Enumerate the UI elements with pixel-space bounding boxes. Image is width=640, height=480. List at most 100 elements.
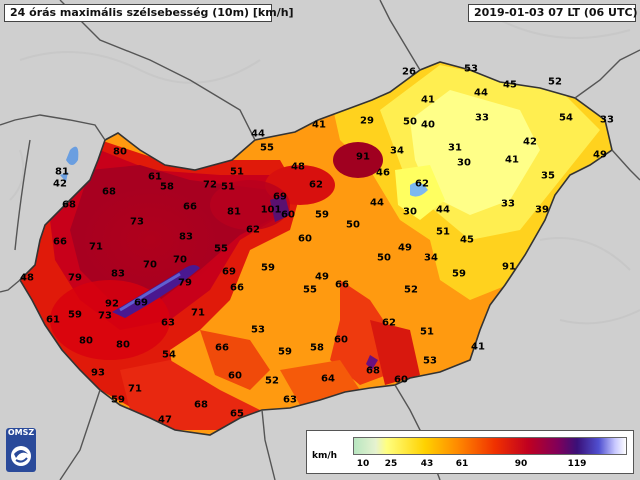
station-value: 40 (421, 119, 435, 131)
map-title: 24 órás maximális szélsebesség (10m) [km… (4, 4, 294, 22)
station-value: 26 (402, 66, 416, 78)
station-value: 66 (230, 282, 244, 294)
station-value: 51 (221, 181, 235, 193)
station-value: 66 (215, 342, 229, 354)
station-value: 80 (116, 339, 130, 351)
station-value: 55 (260, 142, 274, 154)
station-value: 73 (98, 310, 112, 322)
station-value: 49 (315, 271, 329, 283)
station-value: 81 (227, 206, 241, 218)
station-value: 49 (398, 242, 412, 254)
station-value: 34 (390, 145, 404, 157)
station-value: 72 (203, 179, 217, 191)
legend-tick: 61 (455, 459, 469, 469)
station-value: 101 (260, 204, 282, 216)
station-value: 51 (436, 226, 450, 238)
station-value: 62 (382, 317, 396, 329)
station-value: 79 (178, 277, 192, 289)
station-value: 44 (251, 128, 265, 140)
station-value: 59 (452, 268, 466, 280)
station-value: 60 (281, 209, 295, 221)
station-value: 52 (404, 284, 418, 296)
station-value: 52 (265, 375, 279, 387)
station-value: 71 (128, 383, 142, 395)
station-value: 31 (448, 142, 462, 154)
station-value: 80 (79, 335, 93, 347)
station-value: 44 (370, 197, 384, 209)
station-value: 63 (283, 394, 297, 406)
station-value: 58 (310, 342, 324, 354)
legend-unit: km/h (312, 451, 338, 461)
station-value: 52 (548, 76, 562, 88)
station-value: 65 (230, 408, 244, 420)
station-value: 62 (309, 179, 323, 191)
legend-tick: 90 (514, 459, 528, 469)
color-legend: km/h 10 25 43 61 90 119 (306, 430, 634, 474)
station-value: 91 (356, 151, 370, 163)
station-value: 91 (502, 261, 516, 273)
station-value: 59 (68, 309, 82, 321)
legend-tick: 119 (567, 459, 587, 469)
station-value: 59 (278, 346, 292, 358)
station-value: 53 (423, 355, 437, 367)
station-value: 50 (377, 252, 391, 264)
station-value: 79 (68, 272, 82, 284)
station-value: 59 (261, 262, 275, 274)
station-value: 92 (105, 298, 119, 310)
station-value: 41 (312, 119, 326, 131)
station-value: 62 (415, 178, 429, 190)
station-value: 60 (334, 334, 348, 346)
station-value: 66 (53, 236, 67, 248)
omsz-logo-icon (6, 428, 36, 472)
station-value: 54 (162, 349, 176, 361)
station-value: 46 (376, 167, 390, 179)
station-value: 70 (143, 259, 157, 271)
station-value: 42 (53, 178, 67, 190)
station-value: 49 (593, 149, 607, 161)
omsz-logo: OMSZ (6, 428, 36, 472)
station-value: 30 (457, 157, 471, 169)
station-value: 30 (403, 206, 417, 218)
station-value: 63 (161, 317, 175, 329)
station-value: 50 (346, 219, 360, 231)
map-datetime: 2019-01-03 07 LT (06 UTC) (468, 4, 638, 22)
station-value: 68 (62, 199, 76, 211)
station-value: 60 (298, 233, 312, 245)
legend-tick: 25 (384, 459, 398, 469)
station-value: 83 (179, 231, 193, 243)
station-value: 48 (20, 272, 34, 284)
station-value: 59 (111, 394, 125, 406)
station-value: 53 (251, 324, 265, 336)
station-value: 34 (424, 252, 438, 264)
station-value: 66 (335, 279, 349, 291)
station-value: 69 (222, 266, 236, 278)
station-value: 71 (89, 241, 103, 253)
station-value: 62 (246, 224, 260, 236)
station-value: 69 (134, 297, 148, 309)
station-value: 54 (559, 112, 573, 124)
station-value: 33 (475, 112, 489, 124)
station-value: 39 (535, 204, 549, 216)
station-value: 60 (228, 370, 242, 382)
station-value: 68 (366, 365, 380, 377)
station-value: 41 (505, 154, 519, 166)
station-value: 44 (474, 87, 488, 99)
station-value: 73 (130, 216, 144, 228)
station-value: 48 (291, 161, 305, 173)
station-value: 66 (183, 201, 197, 213)
station-value: 35 (541, 170, 555, 182)
station-value: 42 (523, 136, 537, 148)
station-value: 29 (360, 115, 374, 127)
station-value: 41 (471, 341, 485, 353)
station-value: 80 (113, 146, 127, 158)
station-value: 71 (191, 307, 205, 319)
omsz-logo-text: OMSZ (7, 428, 35, 437)
station-value: 51 (230, 166, 244, 178)
station-value: 81 (55, 166, 69, 178)
station-value: 47 (158, 414, 172, 426)
station-value: 93 (91, 367, 105, 379)
station-value: 55 (303, 284, 317, 296)
station-value: 33 (501, 198, 515, 210)
station-value: 60 (394, 374, 408, 386)
